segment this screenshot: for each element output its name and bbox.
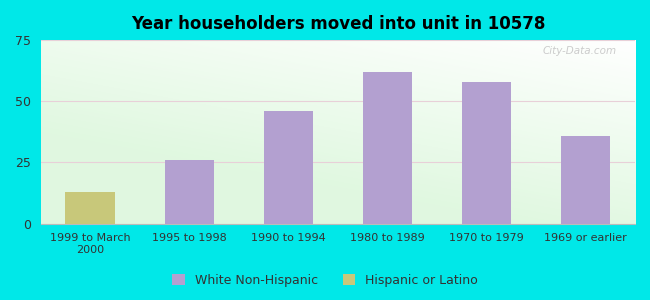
Legend: White Non-Hispanic, Hispanic or Latino: White Non-Hispanic, Hispanic or Latino <box>168 270 482 291</box>
Title: Year householders moved into unit in 10578: Year householders moved into unit in 105… <box>131 15 545 33</box>
Bar <box>66 192 115 224</box>
Text: City-Data.com: City-Data.com <box>543 46 617 56</box>
Bar <box>164 160 214 224</box>
Bar <box>264 111 313 224</box>
Bar <box>462 82 511 224</box>
Bar <box>561 136 610 224</box>
Bar <box>363 72 412 224</box>
